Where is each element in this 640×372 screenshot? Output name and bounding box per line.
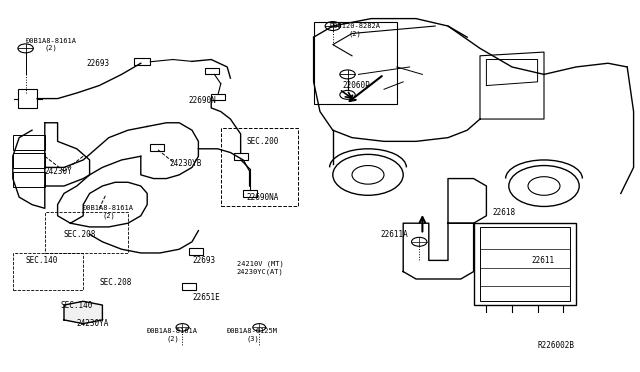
- Text: Ð08120-8282A
(2): Ð08120-8282A (2): [330, 23, 381, 36]
- Text: Ð0B1A8-8161A
(2): Ð0B1A8-8161A (2): [147, 328, 198, 341]
- Text: SEC.208: SEC.208: [99, 278, 132, 287]
- Text: Ð0B1A8-6125M
(3): Ð0B1A8-6125M (3): [227, 328, 278, 341]
- Text: 22690NA: 22690NA: [246, 193, 279, 202]
- Text: 24230YB: 24230YB: [170, 159, 202, 168]
- Text: R226002B: R226002B: [538, 341, 575, 350]
- Text: Ð0B1A8-8161A
(2): Ð0B1A8-8161A (2): [83, 205, 134, 219]
- Bar: [150, 144, 164, 151]
- Bar: [243, 190, 257, 197]
- Text: 22693: 22693: [86, 59, 109, 68]
- Text: SEC.208: SEC.208: [64, 230, 97, 239]
- Text: SEC.200: SEC.200: [246, 137, 279, 146]
- Bar: [134, 58, 150, 65]
- Bar: [189, 248, 203, 255]
- Text: 24230YA: 24230YA: [77, 319, 109, 328]
- Bar: [234, 153, 248, 160]
- Bar: [211, 94, 225, 100]
- Bar: [205, 68, 219, 74]
- Bar: [13, 172, 45, 187]
- Bar: [182, 283, 196, 290]
- Text: SEC.140: SEC.140: [61, 301, 93, 310]
- Text: 24210V (MT)
24230YC(AT): 24210V (MT) 24230YC(AT): [237, 261, 284, 275]
- Text: 22651E: 22651E: [192, 293, 220, 302]
- Text: 22060P: 22060P: [342, 81, 370, 90]
- Polygon shape: [64, 301, 102, 324]
- Bar: [13, 153, 45, 168]
- Text: 22693: 22693: [192, 256, 215, 265]
- Text: 24230Y: 24230Y: [45, 167, 72, 176]
- Text: 22618: 22618: [493, 208, 516, 217]
- Bar: [480, 227, 570, 301]
- Text: Ð0B1A8-8161A
(2): Ð0B1A8-8161A (2): [26, 38, 77, 51]
- Bar: [18, 89, 37, 108]
- Bar: [314, 22, 397, 104]
- Text: 22611: 22611: [531, 256, 554, 265]
- Bar: [13, 135, 45, 150]
- Text: SEC.140: SEC.140: [26, 256, 58, 265]
- Text: 22611A: 22611A: [381, 230, 408, 239]
- Text: 22690N: 22690N: [189, 96, 216, 105]
- Bar: [474, 223, 576, 305]
